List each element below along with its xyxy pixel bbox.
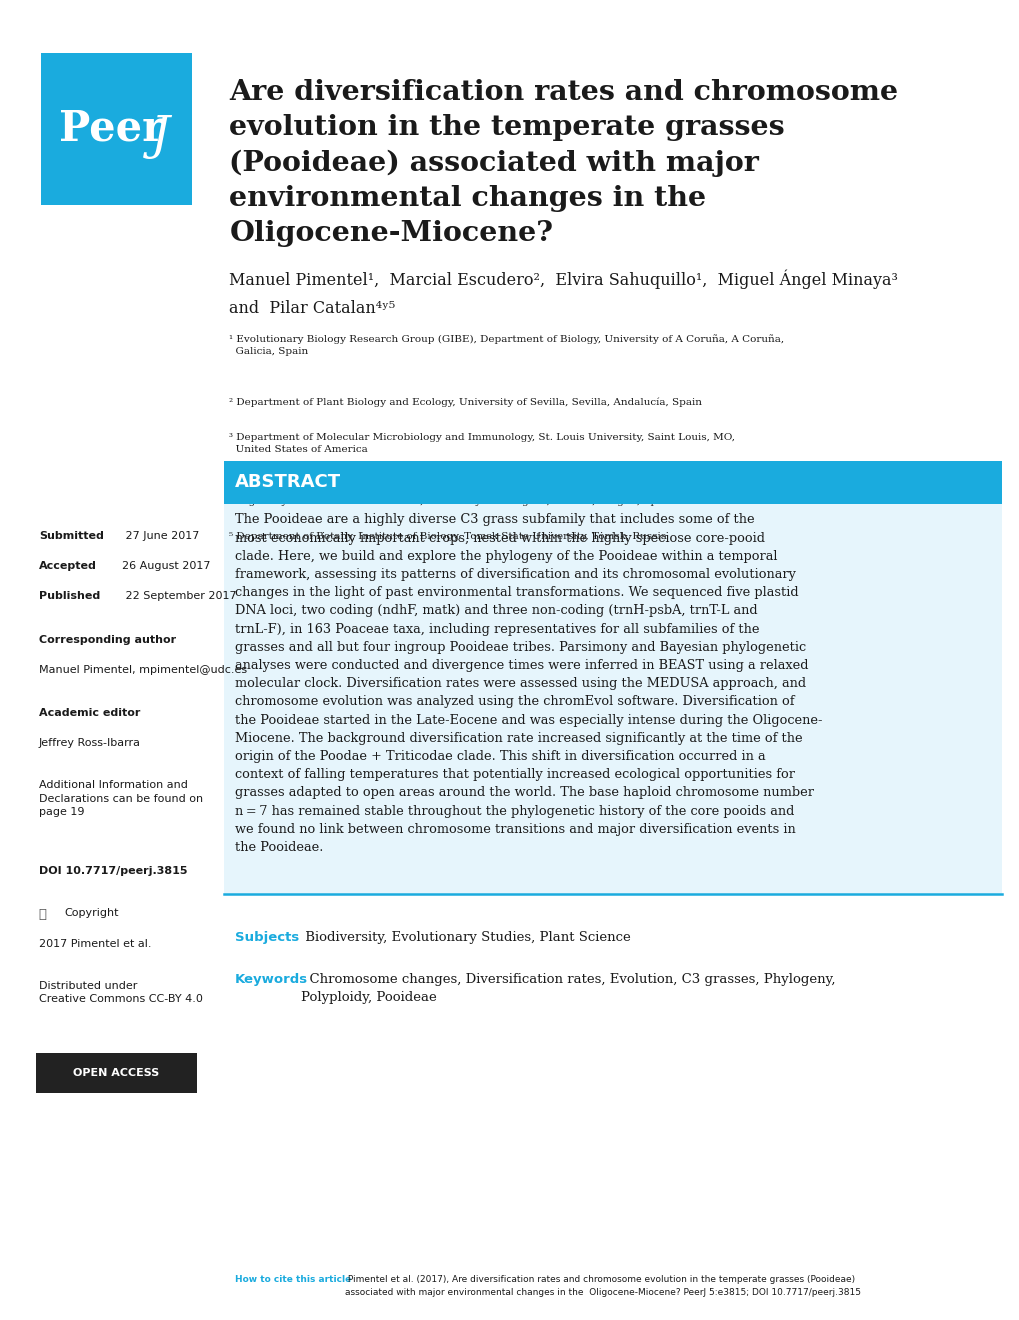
Text: Published: Published xyxy=(39,591,100,602)
Text: Peer: Peer xyxy=(59,108,164,149)
Text: 2017 Pimentel et al.: 2017 Pimentel et al. xyxy=(39,939,151,949)
FancyBboxPatch shape xyxy=(36,1053,197,1093)
Text: and  Pilar Catalan⁴ʸ⁵: and Pilar Catalan⁴ʸ⁵ xyxy=(229,300,395,317)
Text: 26 August 2017: 26 August 2017 xyxy=(115,561,211,572)
Text: Jeffrey Ross-Ibarra: Jeffrey Ross-Ibarra xyxy=(39,738,141,748)
Text: ABSTRACT: ABSTRACT xyxy=(234,474,340,491)
Text: Distributed under
Creative Commons CC-BY 4.0: Distributed under Creative Commons CC-BY… xyxy=(39,981,203,1005)
Text: Subjects: Subjects xyxy=(234,931,299,944)
Text: Manuel Pimentel¹,  Marcial Escudero²,  Elvira Sahuquillo¹,  Miguel Ángel Minaya³: Manuel Pimentel¹, Marcial Escudero², Elv… xyxy=(229,269,898,289)
Text: Submitted: Submitted xyxy=(39,531,104,541)
Text: Biodiversity, Evolutionary Studies, Plant Science: Biodiversity, Evolutionary Studies, Plan… xyxy=(301,931,630,944)
Text: Academic editor: Academic editor xyxy=(39,708,140,718)
Text: Copyright: Copyright xyxy=(64,908,118,919)
FancyBboxPatch shape xyxy=(224,461,1001,504)
Text: Corresponding author: Corresponding author xyxy=(39,635,175,645)
Text: Ⓒ: Ⓒ xyxy=(39,908,47,921)
Text: ⁴ High Polytechnic School of Huesca, University of Zaragoza, Huesca, Aragón, Spa: ⁴ High Polytechnic School of Huesca, Uni… xyxy=(229,496,674,506)
Text: Additional Information and
Declarations can be found on
page 19: Additional Information and Declarations … xyxy=(39,780,203,817)
Text: ² Department of Plant Biology and Ecology, University of Sevilla, Sevilla, Andal: ² Department of Plant Biology and Ecolog… xyxy=(229,397,702,407)
Text: Pimentel et al. (2017), Are diversification rates and chromosome evolution in th: Pimentel et al. (2017), Are diversificat… xyxy=(344,1275,860,1296)
FancyBboxPatch shape xyxy=(41,53,192,205)
Text: Accepted: Accepted xyxy=(39,561,97,572)
Text: OPEN ACCESS: OPEN ACCESS xyxy=(73,1068,159,1078)
Text: Keywords: Keywords xyxy=(234,973,308,986)
Text: ¹ Evolutionary Biology Research Group (GIBE), Department of Biology, University : ¹ Evolutionary Biology Research Group (G… xyxy=(229,334,784,355)
Text: The Pooideae are a highly diverse C3 grass subfamily that includes some of the
m: The Pooideae are a highly diverse C3 gra… xyxy=(234,513,821,854)
Text: 27 June 2017: 27 June 2017 xyxy=(122,531,200,541)
Text: How to cite this article: How to cite this article xyxy=(234,1275,351,1284)
Text: Manuel Pimentel, mpimentel@udc.es: Manuel Pimentel, mpimentel@udc.es xyxy=(39,665,247,676)
Text: DOI 10.7717/peerj.3815: DOI 10.7717/peerj.3815 xyxy=(39,866,187,876)
Text: Chromosome changes, Diversification rates, Evolution, C3 grasses, Phylogeny,
Pol: Chromosome changes, Diversification rate… xyxy=(301,973,835,1003)
Text: Are diversification rates and chromosome
evolution in the temperate grasses
(Poo: Are diversification rates and chromosome… xyxy=(229,79,898,247)
Text: ³ Department of Molecular Microbiology and Immunology, St. Louis University, Sai: ³ Department of Molecular Microbiology a… xyxy=(229,433,735,454)
Text: ⁵ Department of Botany, Institute of Biology, Tomsk State University, Tomsk, Rus: ⁵ Department of Botany, Institute of Bio… xyxy=(229,532,666,541)
Text: J: J xyxy=(151,114,170,158)
Text: 22 September 2017: 22 September 2017 xyxy=(122,591,236,602)
FancyBboxPatch shape xyxy=(224,504,1001,894)
